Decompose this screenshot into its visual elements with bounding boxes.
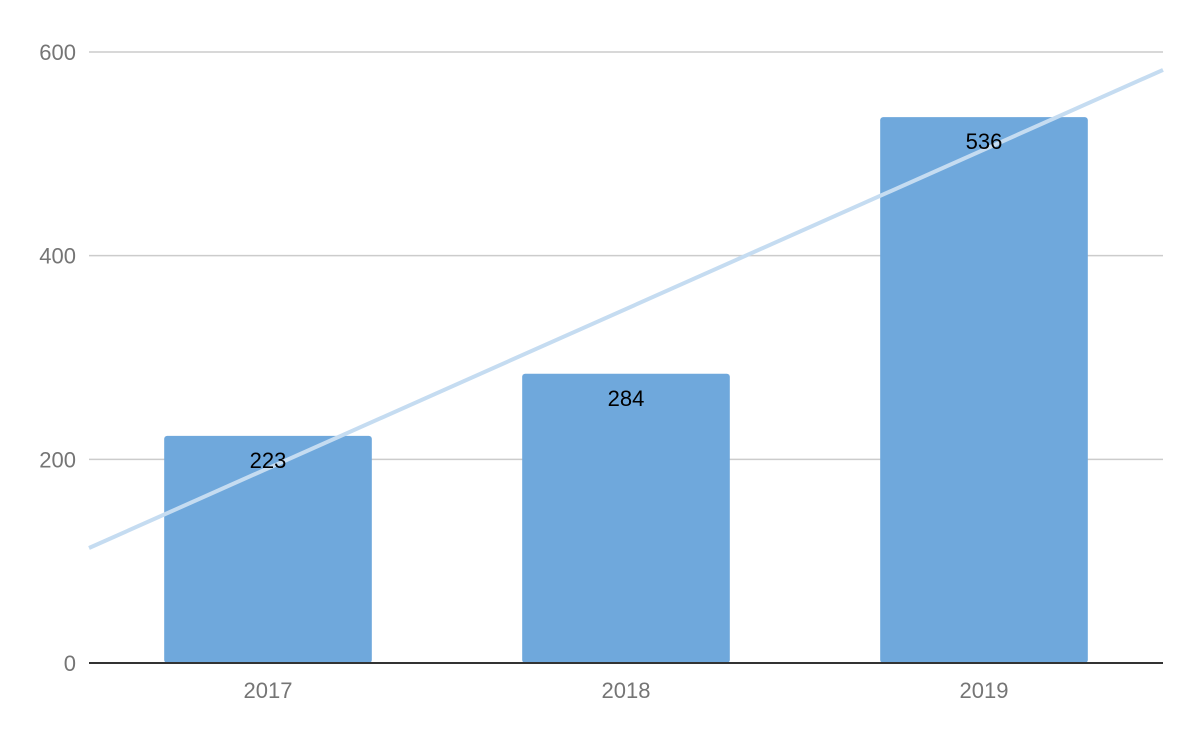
trendline xyxy=(88,68,1164,550)
bars xyxy=(164,117,1088,663)
x-tick-label: 2018 xyxy=(602,678,651,703)
data-label: 223 xyxy=(250,448,287,473)
y-tick-label: 0 xyxy=(64,651,76,676)
x-tick-label: 2017 xyxy=(244,678,293,703)
x-axis-ticks: 2017 2018 2019 xyxy=(244,678,1009,703)
bar-2019 xyxy=(880,117,1088,663)
data-labels: 223 284 536 xyxy=(250,129,1003,473)
y-axis-ticks: 0 200 400 600 xyxy=(39,40,76,676)
bar-2018 xyxy=(522,373,730,663)
data-label: 536 xyxy=(966,129,1003,154)
y-tick-label: 600 xyxy=(39,40,76,65)
y-tick-label: 400 xyxy=(39,244,76,269)
x-tick-label: 2019 xyxy=(960,678,1009,703)
y-tick-label: 200 xyxy=(39,447,76,472)
data-label: 284 xyxy=(608,386,645,411)
trendline-group xyxy=(88,68,1164,550)
